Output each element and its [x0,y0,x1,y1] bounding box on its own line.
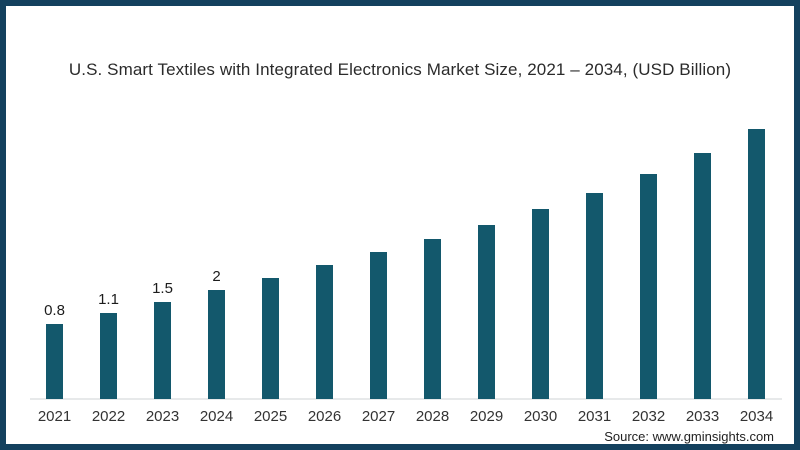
x-tick-label: 2021 [37,408,72,425]
x-tick-label: 2023 [145,408,180,425]
x-tick-label: 2028 [415,408,450,425]
x-tick-label: 2030 [523,408,558,425]
bar-column [568,6,622,399]
bar-value-label: 0.8 [44,302,65,319]
bar-2032 [640,174,657,399]
x-tick-label: 2032 [631,408,666,425]
bar-2031 [586,193,603,399]
x-tick-label: 2022 [91,408,126,425]
bar-2025 [262,278,279,399]
bar-column [730,6,784,399]
bar-column: 0.8 [28,6,82,399]
bar-value-label: 1.5 [152,280,173,297]
x-tick-label: 2024 [199,408,234,425]
bar-column: 1.1 [82,6,136,399]
bar-2023 [154,302,171,399]
x-axis-line [30,398,782,400]
bar-value-label: 2 [212,268,221,285]
x-tick-label: 2027 [361,408,396,425]
bar-column: 1.5 [136,6,190,399]
x-tick-label: 2025 [253,408,288,425]
bar-2028 [424,239,441,399]
bar-2033 [694,153,711,399]
bar-column [460,6,514,399]
x-tick-label: 2034 [739,408,774,425]
bar-2021 [46,324,63,399]
bar-column [406,6,460,399]
bar-value-label: 1.1 [98,291,119,308]
bar-column [622,6,676,399]
x-tick-label: 2031 [577,408,612,425]
bar-column [352,6,406,399]
bar-2034 [748,129,765,399]
bar-column [676,6,730,399]
bar-2030 [532,209,549,399]
x-tick-label: 2026 [307,408,342,425]
bar-column: 2 [190,6,244,399]
bar-2029 [478,225,495,399]
bar-column [514,6,568,399]
bar-2027 [370,252,387,399]
bar-2026 [316,265,333,399]
chart-title: U.S. Smart Textiles with Integrated Elec… [68,60,732,79]
bar-column [244,6,298,399]
bar-2022 [100,313,117,399]
bar-2024 [208,290,225,399]
bar-column [298,6,352,399]
x-tick-label: 2033 [685,408,720,425]
x-tick-label: 2029 [469,408,504,425]
source-attribution: Source: www.gminsights.com [604,429,774,444]
bar-chart-plot: 0.8 2021 1.1 2022 1.5 2023 2 2024 2025 2026 2027 20… [6,6,794,444]
